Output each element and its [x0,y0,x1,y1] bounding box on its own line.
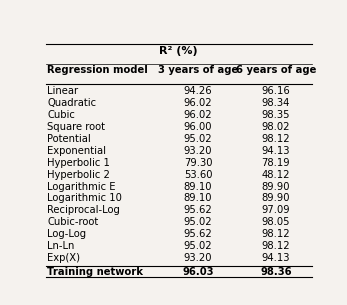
Text: 98.05: 98.05 [262,217,290,228]
Text: 96.00: 96.00 [184,122,212,132]
Text: Hyperbolic 1: Hyperbolic 1 [48,158,110,167]
Text: 94.26: 94.26 [184,86,212,96]
Text: 98.36: 98.36 [260,267,292,278]
Text: 98.35: 98.35 [262,109,290,120]
Text: Quadratic: Quadratic [48,98,96,108]
Text: 53.60: 53.60 [184,170,212,180]
Text: 95.02: 95.02 [184,134,212,144]
Text: 79.30: 79.30 [184,158,212,167]
Text: Exponential: Exponential [48,145,107,156]
Text: 98.12: 98.12 [262,241,290,251]
Text: 94.13: 94.13 [262,145,290,156]
Text: 98.12: 98.12 [262,229,290,239]
Text: Hyperbolic 2: Hyperbolic 2 [48,170,110,180]
Text: 95.62: 95.62 [184,206,212,215]
Text: Potential: Potential [48,134,91,144]
Text: 96.02: 96.02 [184,109,212,120]
Text: 95.62: 95.62 [184,229,212,239]
Text: Ln-Ln: Ln-Ln [48,241,75,251]
Text: 6 years of age: 6 years of age [236,66,316,75]
Text: 89.10: 89.10 [184,193,212,203]
Text: 94.13: 94.13 [262,253,290,263]
Text: 98.34: 98.34 [262,98,290,108]
Text: Square root: Square root [48,122,105,132]
Text: 89.10: 89.10 [184,181,212,192]
Text: 89.90: 89.90 [262,193,290,203]
Text: 93.20: 93.20 [184,145,212,156]
Text: 89.90: 89.90 [262,181,290,192]
Text: R² (%): R² (%) [159,46,197,56]
Text: Cubic: Cubic [48,109,75,120]
Text: Log-Log: Log-Log [48,229,86,239]
Text: 96.03: 96.03 [182,267,214,278]
Text: 48.12: 48.12 [262,170,290,180]
Text: 93.20: 93.20 [184,253,212,263]
Text: Logarithmic 10: Logarithmic 10 [48,193,122,203]
Text: 98.02: 98.02 [262,122,290,132]
Text: 78.19: 78.19 [262,158,290,167]
Text: Regression model: Regression model [48,66,148,75]
Text: Exp(X): Exp(X) [48,253,81,263]
Text: 97.09: 97.09 [262,206,290,215]
Text: Reciprocal-Log: Reciprocal-Log [48,206,120,215]
Text: 96.16: 96.16 [262,86,290,96]
Text: 98.12: 98.12 [262,134,290,144]
Text: 95.02: 95.02 [184,241,212,251]
Text: 95.02: 95.02 [184,217,212,228]
Text: Linear: Linear [48,86,78,96]
Text: Training network: Training network [48,267,143,278]
Text: 3 years of age: 3 years of age [158,66,238,75]
Text: Cubic-root: Cubic-root [48,217,99,228]
Text: Logarithmic E: Logarithmic E [48,181,116,192]
Text: 96.02: 96.02 [184,98,212,108]
